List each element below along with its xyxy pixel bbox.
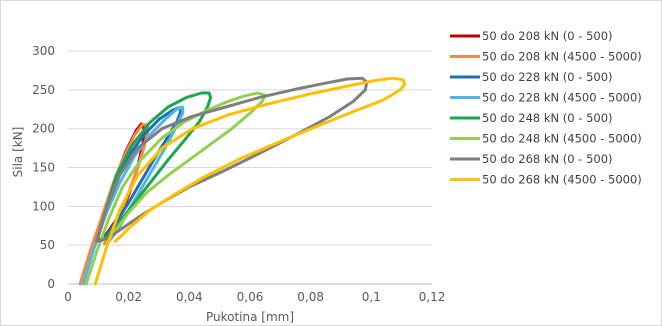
x-tick-label: 0,12	[419, 290, 446, 304]
x-tick-label: 0	[64, 290, 72, 304]
legend-label-5: 50 do 248 kN (0 - 500)	[482, 111, 613, 125]
series-layer	[78, 76, 407, 286]
y-tick-label: 0	[47, 277, 55, 291]
y-tick-label: 250	[32, 83, 55, 97]
series-line-7	[95, 76, 369, 243]
y-tick-label: 100	[32, 199, 55, 213]
x-tick-label: 0,08	[297, 290, 324, 304]
legend-label-4: 50 do 228 kN (4500 - 5000)	[482, 91, 642, 105]
y-tick-label: 300	[32, 44, 55, 58]
legend-label-6: 50 do 248 kN (4500 - 5000)	[482, 132, 642, 146]
x-tick-label: 0,06	[237, 290, 264, 304]
x-tick-label: 0,1	[362, 290, 381, 304]
legend: 50 do 208 kN (0 - 500) 50 do 208 kN (4500…	[450, 29, 642, 187]
x-axis-title: Pukotina [mm]	[206, 310, 294, 324]
y-tick-label: 150	[32, 161, 55, 175]
x-tick-label: 0,04	[176, 290, 203, 304]
x-tick-label: 0,02	[115, 290, 142, 304]
series-line-8	[93, 76, 407, 286]
series-line-4	[81, 105, 185, 286]
y-tick-labels: 0 50 100 150 200 250 300	[32, 44, 55, 291]
legend-label-8: 50 do 268 kN (4500 - 5000)	[482, 173, 642, 187]
series-line-5	[95, 91, 213, 243]
x-tick-labels: 0 0,02 0,04 0,06 0,08 0,1 0,12	[64, 290, 445, 304]
legend-label-1: 50 do 208 kN (0 - 500)	[482, 29, 613, 43]
y-axis-title: Sila [kN]	[11, 127, 25, 178]
series-line-6	[84, 91, 267, 286]
legend-label-2: 50 do 208 kN (4500 - 5000)	[482, 50, 642, 64]
legend-label-7: 50 do 268 kN (0 - 500)	[482, 152, 613, 166]
y-tick-label: 200	[32, 122, 55, 136]
legend-label-3: 50 do 228 kN (0 - 500)	[482, 70, 613, 84]
y-tick-label: 50	[40, 238, 55, 252]
